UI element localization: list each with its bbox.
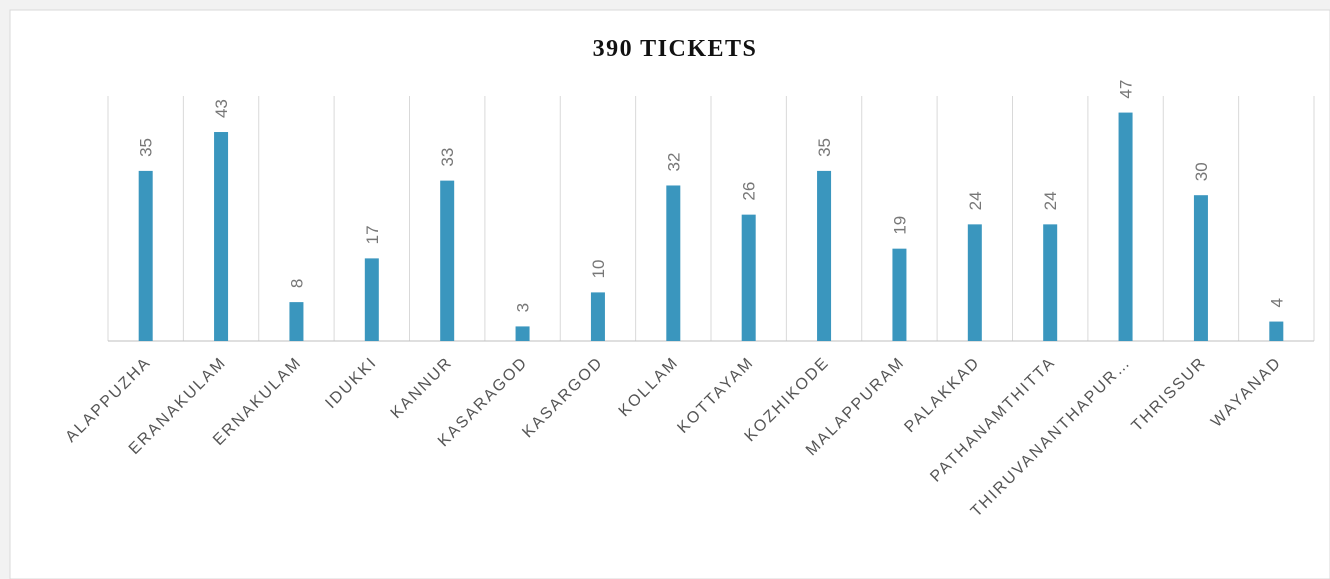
bar: [440, 180, 455, 341]
value-label: 30: [1192, 162, 1211, 181]
value-label: 24: [1041, 191, 1060, 210]
bar: [364, 258, 379, 341]
value-label: 17: [363, 225, 382, 244]
value-label: 33: [438, 148, 457, 167]
bar: [590, 292, 605, 341]
bar: [817, 170, 832, 341]
bar: [1043, 224, 1058, 341]
value-label: 3: [514, 303, 533, 312]
value-label: 4: [1267, 298, 1286, 307]
value-label: 19: [890, 216, 909, 235]
value-label: 35: [815, 138, 834, 157]
bar: [515, 326, 530, 341]
bar: [741, 214, 756, 341]
value-label: 8: [287, 279, 306, 288]
value-label: 26: [740, 182, 759, 201]
bar: [967, 224, 982, 341]
bar: [214, 132, 229, 341]
bar: [666, 185, 681, 341]
value-label: 10: [589, 259, 608, 278]
bar: [1269, 321, 1284, 341]
value-label: 32: [664, 153, 683, 172]
chart-title: 390 TICKETS: [593, 36, 758, 62]
value-label: 35: [137, 138, 156, 157]
value-label: 47: [1117, 80, 1136, 99]
bar: [1118, 112, 1133, 341]
bar: [1193, 195, 1208, 341]
bar: [289, 302, 304, 341]
bar: [138, 170, 153, 341]
value-label: 24: [966, 191, 985, 210]
bar: [892, 248, 907, 341]
value-label: 43: [212, 99, 231, 118]
